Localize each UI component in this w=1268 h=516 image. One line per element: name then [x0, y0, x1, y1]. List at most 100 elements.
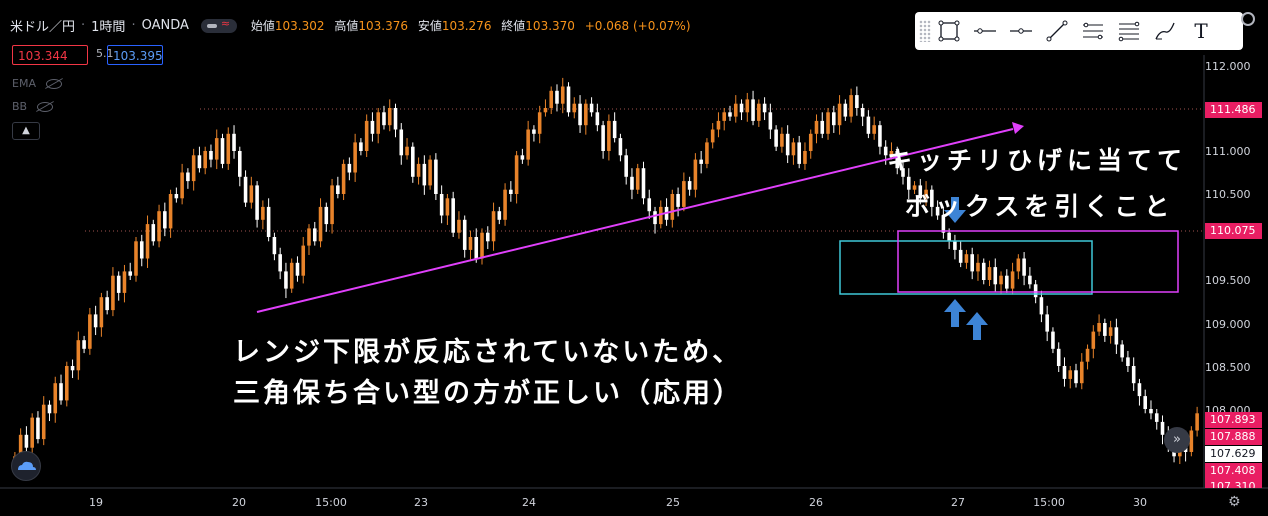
box-magenta[interactable] [897, 230, 1179, 293]
indicator-bb[interactable]: BB [12, 100, 54, 113]
price-tag-current: 107.629 [1205, 446, 1262, 462]
candle-down [93, 314, 98, 328]
candle-down [497, 211, 502, 220]
candle-down [186, 172, 190, 182]
candle-down [238, 151, 242, 177]
ohlc-high-value: 103.376 [358, 19, 408, 33]
candle-up [658, 206, 663, 225]
rectangle-tool-button[interactable] [931, 12, 967, 50]
fib-retracement-icon [1118, 21, 1140, 42]
candle-down [243, 176, 248, 203]
candle-down [1154, 413, 1159, 422]
ohlc-change: +0.068 (+0.07%) [584, 19, 691, 33]
candle-down [128, 271, 133, 276]
broker-label: OANDA [141, 18, 189, 33]
price-axis-label: 111.000 [1205, 145, 1251, 158]
time-axis-label: 15:00 [1033, 496, 1065, 509]
interval-label[interactable]: 1時間 [91, 20, 126, 35]
candle-down [860, 108, 865, 117]
candle-up [526, 129, 530, 160]
horizontal-line-tool-button[interactable] [967, 12, 1003, 50]
candle-down [359, 142, 363, 151]
candle-up [1016, 258, 1021, 272]
candle-up [145, 224, 150, 259]
candle-up [780, 133, 784, 147]
trend-line-tool-button[interactable] [1039, 12, 1075, 50]
price-tag: 107.888 [1205, 429, 1262, 445]
candle-down [566, 86, 571, 113]
candle-up [808, 133, 813, 151]
candle-down [1126, 357, 1130, 366]
time-axis-label: 25 [666, 496, 680, 509]
text-tool-button[interactable]: T [1183, 12, 1219, 50]
ohlc-low-value: 103.276 [441, 19, 492, 33]
indicator-ema-label: EMA [12, 77, 36, 90]
spread-value: 5.1 [96, 47, 114, 60]
candle-down [1039, 297, 1044, 315]
settings-gear-icon[interactable]: ⚙ [1228, 494, 1241, 510]
eye-hidden-icon[interactable] [45, 78, 62, 89]
scroll-to-realtime-button[interactable]: » [1164, 427, 1190, 453]
candle-up [468, 237, 473, 250]
candle-up [18, 434, 23, 457]
symbol-name[interactable]: 米ドル／円 [10, 20, 76, 35]
candle-down [647, 198, 652, 212]
collapse-legend-button[interactable]: ▲ [12, 122, 40, 140]
candle-down [451, 198, 455, 233]
candle-down [739, 103, 744, 113]
market-status-icon[interactable]: ≈ [200, 17, 237, 33]
candle-down [941, 215, 946, 233]
candle-down [751, 99, 755, 121]
candle-down [1028, 275, 1032, 285]
box-cyan[interactable] [839, 240, 1093, 295]
horizontal-ray-tool-button[interactable] [1003, 12, 1039, 50]
candle-up [261, 206, 265, 220]
candle-down [993, 267, 998, 285]
candle-down [116, 275, 121, 293]
candle-up [405, 146, 409, 156]
candle-down [1005, 275, 1009, 289]
candle-down [768, 112, 773, 130]
header-separator: · [81, 18, 86, 33]
candle-down [1137, 383, 1142, 397]
settings-gear-icon[interactable] [1241, 12, 1255, 26]
candle-down [641, 168, 646, 199]
trend-line[interactable] [256, 128, 1014, 313]
candle-up [757, 103, 761, 121]
ohlc-close-value: 103.370 [525, 19, 575, 33]
candle-up [318, 206, 323, 242]
candle-down [612, 120, 617, 139]
candle-up [289, 262, 294, 289]
candle-down [1074, 370, 1078, 384]
sell-price-button[interactable]: 103.344 [12, 45, 88, 65]
candle-up [1097, 323, 1101, 332]
time-axis-label: 26 [809, 496, 823, 509]
indicator-ema[interactable]: EMA [12, 77, 62, 90]
candle-up [924, 189, 928, 199]
candle-up [214, 138, 219, 160]
candle-up [64, 366, 69, 401]
drag-handle-icon[interactable] [919, 20, 931, 42]
ohlc-open-label: 始値 [250, 19, 275, 33]
candle-up [1068, 370, 1073, 379]
price-axis-label: 112.000 [1205, 60, 1251, 73]
eye-hidden-icon[interactable] [37, 101, 54, 112]
candle-down [601, 125, 605, 151]
candle-up [376, 112, 380, 134]
annotation-right-line2: ボックスを引くこと [905, 192, 1175, 221]
fib-retracement-tool-button[interactable] [1111, 12, 1147, 50]
drawing-toolbar: T [915, 12, 1243, 50]
parallel-channel-tool-button[interactable] [1075, 12, 1111, 50]
candle-down [509, 189, 513, 194]
price-axis-label: 109.500 [1205, 274, 1251, 287]
candle-down [970, 254, 974, 272]
tradingview-logo[interactable] [11, 451, 41, 481]
arrow-up-icon [944, 299, 966, 327]
arrow-down-icon [944, 197, 966, 223]
brush-tool-button[interactable] [1147, 12, 1183, 50]
candle-down [624, 155, 628, 177]
candle-down [589, 103, 594, 113]
candle-down [797, 142, 801, 164]
buy-price-button[interactable]: 103.395 [107, 45, 163, 65]
